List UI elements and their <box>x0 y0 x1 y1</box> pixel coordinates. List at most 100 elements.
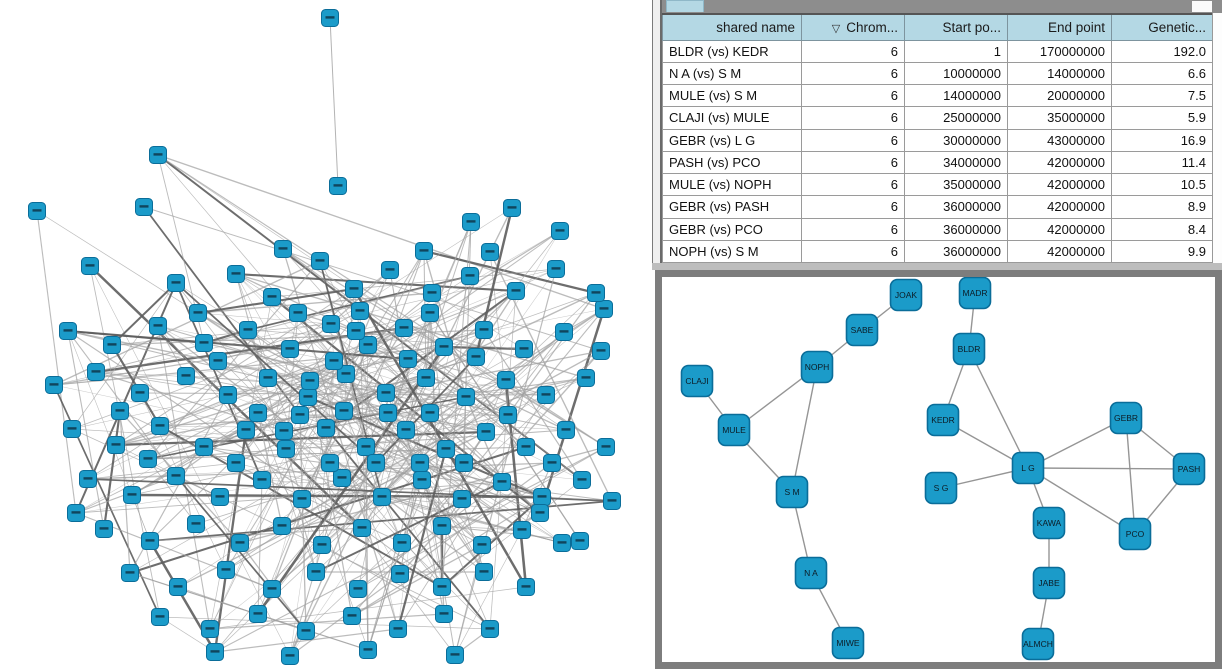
network-node[interactable] <box>123 486 141 504</box>
network-node[interactable] <box>457 388 475 406</box>
subnetwork-panel[interactable]: JOAK MADR SABE NOPH BLDR CLAJI MULE KEDR GEBR S G… <box>655 270 1222 669</box>
network-node[interactable] <box>531 504 549 522</box>
network-node[interactable] <box>333 469 351 487</box>
network-node[interactable] <box>571 532 589 550</box>
table-row[interactable]: GEBR (vs) L G 6 30000000 43000000 16.9 <box>662 128 1213 152</box>
table-cell[interactable]: 170000000 <box>1007 39 1112 63</box>
table-row[interactable]: MULE (vs) NOPH 6 35000000 42000000 10.5 <box>662 172 1213 197</box>
network-node[interactable] <box>195 438 213 456</box>
network-edge-GEBR-PCO[interactable] <box>1125 417 1136 535</box>
table-cell[interactable]: 5.9 <box>1111 106 1213 130</box>
table-cell[interactable]: GEBR (vs) PCO <box>662 217 802 241</box>
network-node[interactable] <box>249 404 267 422</box>
network-node[interactable] <box>301 372 319 390</box>
network-edge-NOPH-S M[interactable] <box>791 366 818 493</box>
table-cell[interactable]: 42000000 <box>1007 195 1112 219</box>
network-node[interactable] <box>515 340 533 358</box>
network-node[interactable] <box>263 580 281 598</box>
network-node[interactable] <box>423 284 441 302</box>
network-node-SG[interactable]: S G <box>924 471 958 505</box>
node-shape[interactable] <box>717 413 751 447</box>
network-node[interactable] <box>275 422 293 440</box>
network-node[interactable] <box>139 450 157 468</box>
table-cell[interactable]: 9.9 <box>1111 239 1213 264</box>
network-node[interactable] <box>151 608 169 626</box>
network-node[interactable] <box>353 519 371 537</box>
table-cell[interactable]: 6 <box>801 83 905 108</box>
table-cell[interactable]: 10.5 <box>1111 172 1213 197</box>
network-node[interactable] <box>274 240 292 258</box>
column-header-startpo[interactable]: Start po... <box>904 13 1008 41</box>
network-node[interactable] <box>169 578 187 596</box>
network-node[interactable] <box>59 322 77 340</box>
table-cell[interactable]: 30000000 <box>904 128 1008 152</box>
network-node[interactable] <box>237 421 255 439</box>
network-node[interactable] <box>239 321 257 339</box>
table-cell[interactable]: 36000000 <box>904 195 1008 219</box>
table-cell[interactable]: 14000000 <box>1007 61 1112 86</box>
table-cell[interactable]: GEBR (vs) PASH <box>662 195 802 219</box>
table-cell[interactable]: 6 <box>801 239 905 264</box>
node-shape[interactable] <box>1172 452 1206 486</box>
network-node[interactable] <box>595 300 613 318</box>
network-node[interactable] <box>379 404 397 422</box>
network-node[interactable] <box>481 620 499 638</box>
network-node[interactable] <box>507 282 525 300</box>
table-cell[interactable]: N A (vs) S M <box>662 61 802 86</box>
table-cell[interactable]: 6 <box>801 61 905 86</box>
node-shape[interactable] <box>1011 451 1045 485</box>
network-node[interactable] <box>206 643 224 661</box>
network-node[interactable] <box>325 352 343 370</box>
panel-splitter-vertical[interactable] <box>652 0 662 265</box>
table-cell[interactable]: PASH (vs) PCO <box>662 150 802 175</box>
table-row[interactable]: BLDR (vs) KEDR 6 1 170000000 192.0 <box>662 39 1213 63</box>
network-node[interactable] <box>281 647 299 665</box>
network-node-JABE[interactable]: JABE <box>1032 566 1066 600</box>
node-shape[interactable] <box>775 475 809 509</box>
network-node[interactable] <box>167 274 185 292</box>
table-cell[interactable]: 14000000 <box>904 83 1008 108</box>
network-node-MULE[interactable]: MULE <box>717 413 751 447</box>
node-shape[interactable] <box>845 313 879 347</box>
table-cell[interactable]: 6.6 <box>1111 61 1213 86</box>
network-edge-L G-PASH[interactable] <box>1027 467 1190 470</box>
network-node-PASH[interactable]: PASH <box>1172 452 1206 486</box>
table-row[interactable]: CLAJI (vs) MULE 6 25000000 35000000 5.9 <box>662 106 1213 130</box>
network-node[interactable] <box>337 365 355 383</box>
network-node[interactable] <box>209 352 227 370</box>
table-cell[interactable]: 42000000 <box>1007 172 1112 197</box>
network-node[interactable] <box>322 315 340 333</box>
node-shape[interactable] <box>680 364 714 398</box>
network-node[interactable] <box>345 280 363 298</box>
node-shape[interactable] <box>924 471 958 505</box>
network-node[interactable] <box>381 261 399 279</box>
table-cell[interactable]: 6 <box>801 128 905 152</box>
column-header-genetic[interactable]: Genetic... <box>1111 13 1213 41</box>
network-node-GEBR[interactable]: GEBR <box>1109 401 1143 435</box>
network-node[interactable] <box>121 564 139 582</box>
table-cell[interactable]: CLAJI (vs) MULE <box>662 106 802 130</box>
node-shape[interactable] <box>958 277 992 310</box>
network-node[interactable] <box>547 260 565 278</box>
table-cell[interactable]: 20000000 <box>1007 83 1112 108</box>
network-node[interactable] <box>135 198 153 216</box>
table-cell[interactable]: 36000000 <box>904 217 1008 241</box>
table-cell[interactable]: MULE (vs) S M <box>662 83 802 108</box>
network-node[interactable] <box>455 454 473 472</box>
table-row[interactable]: NOPH (vs) S M 6 36000000 42000000 9.9 <box>662 239 1213 264</box>
network-node[interactable] <box>227 265 245 283</box>
network-node[interactable] <box>499 406 517 424</box>
network-node[interactable] <box>437 440 455 458</box>
network-node-CLAJI[interactable]: CLAJI <box>680 364 714 398</box>
table-cell[interactable]: 192.0 <box>1111 39 1213 63</box>
main-network-panel[interactable] <box>0 0 652 669</box>
network-node[interactable] <box>577 369 595 387</box>
network-node[interactable] <box>321 454 339 472</box>
network-node[interactable] <box>149 146 167 164</box>
network-node[interactable] <box>481 243 499 261</box>
node-shape[interactable] <box>1021 627 1055 661</box>
network-node[interactable] <box>391 565 409 583</box>
network-node[interactable] <box>603 492 621 510</box>
network-node[interactable] <box>461 267 479 285</box>
column-header-sharedname[interactable]: shared name <box>662 13 802 41</box>
